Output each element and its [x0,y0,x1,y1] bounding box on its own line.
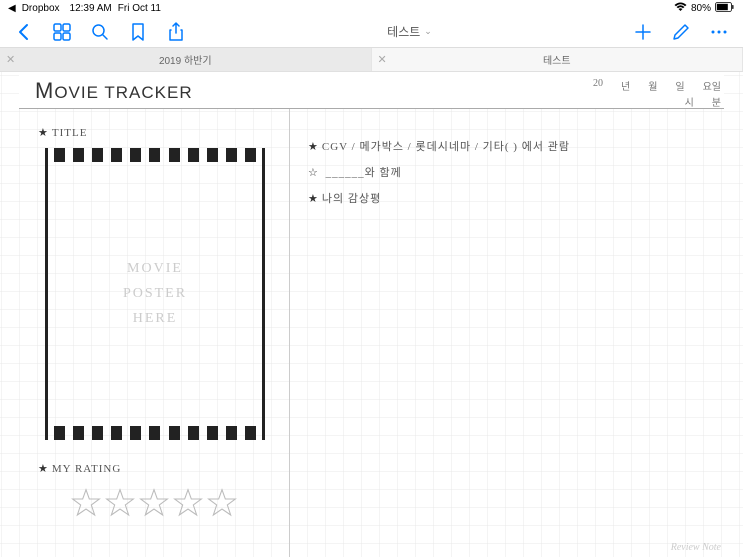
film-perforation-top [48,148,262,162]
battery-icon [715,2,735,15]
with-line: ☆ ______와 함께 [308,164,402,180]
status-right: 80% [674,2,735,15]
heading-rest: OVIE TRACKER [54,83,192,102]
bookmark-icon[interactable] [128,22,148,42]
film-perforation-bottom [48,426,262,440]
poster-line: HERE [123,307,187,332]
title-section-label: ★TITLE [38,126,87,139]
star-icon: ★ [38,127,49,139]
document-title-button[interactable]: 테스트 ⌄ [387,23,432,40]
cinema-line: ★CGV / 메가박스 / 롯데시네마 / 기타( ) 에서 관람 [308,138,570,154]
add-button[interactable] [633,22,653,42]
rating-star-icon[interactable] [138,487,170,519]
date-day-label: 일 [675,78,684,93]
rating-section-label: ★MY RATING [38,462,121,475]
divider [19,108,724,109]
back-button[interactable] [14,22,34,42]
status-left: ◀ Dropbox 12:39 AM Fri Oct 11 [8,3,161,14]
share-icon[interactable] [166,22,186,42]
tab-close-icon[interactable]: ✕ [378,53,387,66]
status-time: 12:39 AM [70,3,112,14]
date-row-1: 20 년 월 일 요일 [593,78,721,93]
toolbar: 테스트 ⌄ [0,16,743,48]
rating-star-icon[interactable] [206,487,238,519]
date-month-label: 월 [648,78,657,93]
rating-star-icon[interactable] [70,487,102,519]
status-date: Fri Oct 11 [118,3,161,14]
rating-stars[interactable] [70,487,238,519]
date-row-2: 시 분 [685,94,721,109]
tab-label: 테스트 [543,52,571,67]
date-year-prefix: 20 [593,78,603,93]
star-icon: ★ [38,463,49,475]
tab-bar: ✕ 2019 하반기 ✕ 테스트 [0,48,743,72]
poster-placeholder: MOVIE POSTER HERE [123,256,187,332]
wifi-icon [674,2,687,15]
poster-frame: MOVIE POSTER HERE [45,148,265,440]
date-year-label: 년 [621,78,630,93]
watermark: Review Note [671,542,721,553]
rating-star-icon[interactable] [172,487,204,519]
back-caret-icon[interactable]: ◀ [8,3,16,14]
star-outline-icon: ☆ [308,167,319,179]
poster-line: POSTER [123,281,187,306]
grid-view-icon[interactable] [52,22,72,42]
star-icon: ★ [308,193,319,205]
document-title: 테스트 [387,23,420,40]
status-bar: ◀ Dropbox 12:39 AM Fri Oct 11 80% [0,0,743,16]
rating-star-icon[interactable] [104,487,136,519]
heading-first-letter: M [35,78,54,103]
battery-percent: 80% [691,3,711,14]
page-canvas[interactable]: MOVIE TRACKER 20 년 월 일 요일 시 분 ★TITLE MOV… [0,72,743,557]
date-min-label: 분 [712,94,721,109]
edit-pen-icon[interactable] [671,22,691,42]
tab-label: 2019 하반기 [159,52,212,67]
star-icon: ★ [308,141,319,153]
poster-line: MOVIE [123,256,187,281]
more-icon[interactable] [709,22,729,42]
tab-2019[interactable]: ✕ 2019 하반기 [0,48,372,71]
chevron-down-icon: ⌄ [424,26,432,37]
back-app-label[interactable]: Dropbox [22,3,60,14]
search-icon[interactable] [90,22,110,42]
tab-close-icon[interactable]: ✕ [6,53,15,66]
page-heading: MOVIE TRACKER [35,78,193,104]
date-weekday-label: 요일 [703,78,721,93]
tab-test[interactable]: ✕ 테스트 [372,48,743,71]
date-hour-label: 시 [685,94,694,109]
review-line-label: ★나의 감상평 [308,190,381,206]
